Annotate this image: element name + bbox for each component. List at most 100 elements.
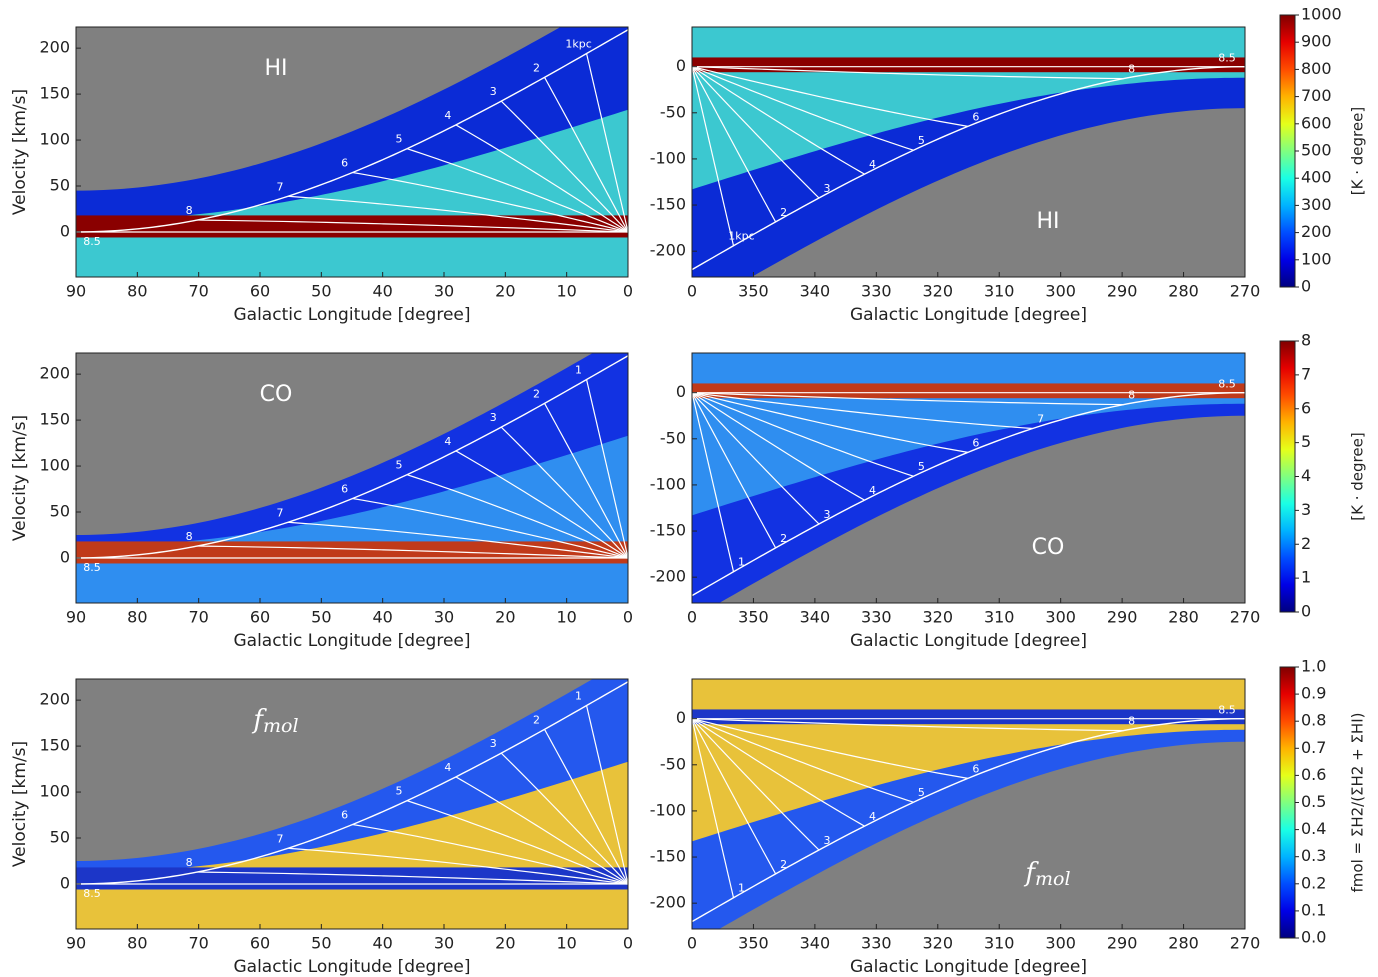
- distance-label: 1kpc: [565, 38, 591, 51]
- distance-curve: [406, 800, 628, 885]
- x-tick-label: 80: [127, 934, 147, 953]
- distance-curve: [692, 392, 865, 501]
- colorbar: [1279, 340, 1296, 613]
- y-tick-label: 100: [39, 782, 70, 801]
- panel-label: HI: [1036, 209, 1059, 234]
- distance-curve: [692, 66, 777, 223]
- distance-label: 2: [533, 61, 540, 74]
- distance-curve: [455, 124, 628, 233]
- colorbar-tick-label: 1.0: [1301, 657, 1326, 676]
- y-tick-label: -100: [650, 474, 686, 493]
- x-tick-label: 310: [984, 608, 1015, 627]
- distance-label: 1: [738, 882, 745, 895]
- distance-label: 6: [972, 110, 979, 123]
- distance-label: 3: [490, 85, 497, 98]
- distance-curve: [692, 392, 777, 549]
- x-tick-label: 300: [1045, 282, 1076, 301]
- distance-label: 4: [444, 761, 451, 774]
- y-tick-label: 200: [39, 38, 70, 57]
- x-tick-label: 0: [687, 608, 697, 627]
- y-tick-label: -100: [650, 148, 686, 167]
- distance-label: 7: [276, 506, 283, 519]
- x-tick-label: 40: [372, 608, 392, 627]
- distance-curve: [455, 776, 628, 885]
- colorbar-tick-label: 1: [1301, 568, 1311, 587]
- x-tick-label: 330: [861, 608, 892, 627]
- heatmap: [692, 353, 1245, 603]
- panel-label-main: CO: [1032, 535, 1065, 560]
- distance-label: 4: [444, 435, 451, 448]
- colorbar-tick-label: 6: [1301, 398, 1311, 417]
- distance-curve: [287, 195, 628, 233]
- distance-label: 3: [823, 182, 830, 195]
- x-tick-label: 60: [250, 282, 270, 301]
- x-tick-label: 270: [1230, 282, 1261, 301]
- x-tick-label: 280: [1168, 934, 1199, 953]
- terminal-curve: [692, 65, 1245, 271]
- distance-label: 8: [1128, 389, 1135, 402]
- distance-label: 7: [1037, 412, 1044, 425]
- distance-curve: [692, 66, 820, 199]
- panel-label: fmol: [251, 705, 298, 737]
- distance-curve: [692, 66, 865, 175]
- distance-label: 8.5: [1218, 378, 1236, 391]
- plot-frame: [75, 26, 629, 278]
- colorbar-tick-label: 0.4: [1301, 819, 1326, 838]
- colorbar-tick-label: 1000: [1301, 5, 1342, 24]
- distance-label: 5: [918, 134, 925, 147]
- panel-label-main: HI: [264, 56, 287, 81]
- distance-curve: [692, 66, 1124, 80]
- emission-band: [692, 57, 1245, 73]
- y-axis-label: Velocity [km/s]: [10, 89, 30, 215]
- plot-frame: [691, 352, 1246, 604]
- terminal-curve: [76, 355, 628, 559]
- panel-label: CO: [1032, 535, 1065, 560]
- y-tick-label: 150: [39, 84, 70, 103]
- distance-label: 8.5: [83, 561, 101, 574]
- heatmap: [76, 679, 628, 929]
- distance-curve: [692, 392, 820, 525]
- panel-label-main: CO: [260, 382, 293, 407]
- y-tick-label: -50: [660, 754, 686, 773]
- x-tick-label: 330: [861, 282, 892, 301]
- x-tick-label: 0: [623, 934, 633, 953]
- x-tick-label: 40: [372, 282, 392, 301]
- x-tick-label: 20: [495, 282, 515, 301]
- panel-label-main: HI: [1036, 209, 1059, 234]
- heatmap: [76, 27, 628, 277]
- distance-label: 3: [823, 508, 830, 521]
- distance-curve: [692, 66, 735, 246]
- x-tick-label: 90: [66, 934, 86, 953]
- distance-curve: [692, 392, 1033, 430]
- terminal-curve: [76, 681, 628, 885]
- x-tick-label: 80: [127, 608, 147, 627]
- colorbar-tick-label: 5: [1301, 432, 1311, 451]
- y-tick-label: 0: [60, 873, 70, 892]
- distance-label: 8.5: [83, 235, 101, 248]
- distance-label: 1: [575, 364, 582, 377]
- panel-label-sub: mol: [1035, 868, 1071, 890]
- distance-curve: [692, 718, 777, 875]
- distance-label: 8: [1128, 63, 1135, 76]
- x-tick-label: 30: [434, 608, 454, 627]
- distance-label: 4: [869, 484, 876, 497]
- y-tick-label: 200: [39, 690, 70, 709]
- x-tick-label: 20: [495, 608, 515, 627]
- panel-label: HI: [264, 56, 287, 81]
- x-tick-label: 300: [1045, 608, 1076, 627]
- y-tick-label: 100: [39, 130, 70, 149]
- distance-curve: [692, 392, 968, 453]
- colorbar: [1279, 14, 1296, 288]
- distance-curve: [352, 823, 628, 885]
- colorbar-tick-label: 0.7: [1301, 738, 1326, 757]
- colorbar-tick-label: 8: [1301, 331, 1311, 350]
- colorbar-tick-label: 100: [1301, 249, 1332, 268]
- distance-curve: [585, 53, 628, 233]
- distance-curve: [500, 752, 628, 885]
- distance-curve: [544, 403, 628, 559]
- x-axis-label: Galactic Longitude [degree]: [233, 631, 470, 651]
- distance-label: 5: [396, 133, 403, 146]
- y-tick-label: 100: [39, 456, 70, 475]
